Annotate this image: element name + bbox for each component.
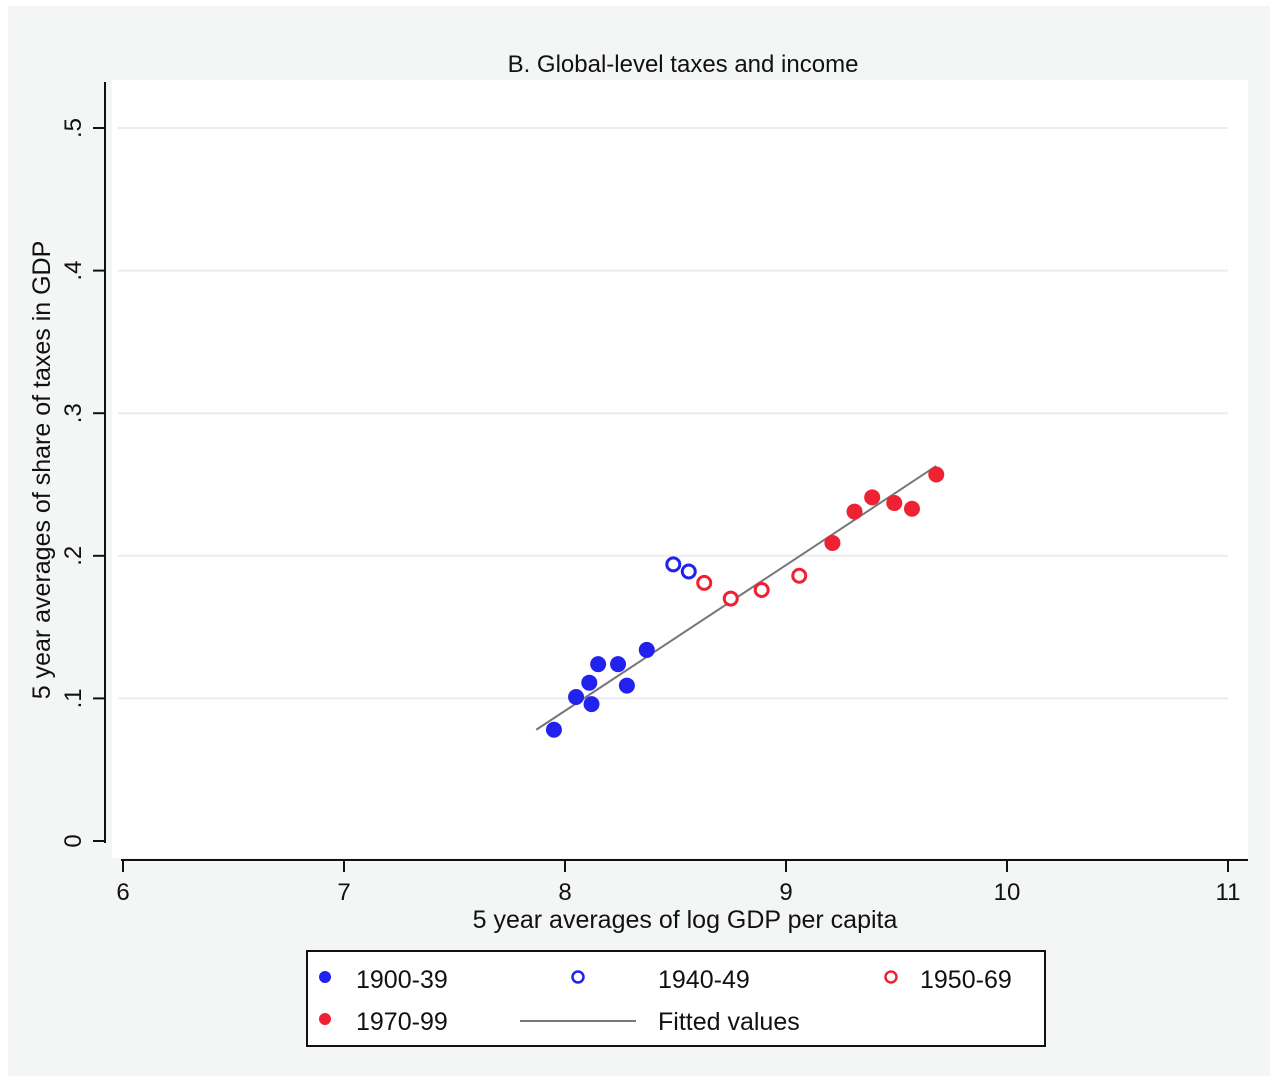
grid-layer: [118, 127, 1228, 700]
x-tick-label: 8: [558, 879, 571, 906]
points-layer: [545, 466, 945, 738]
axis-layer: 0 .1 .2 .3 .4 .5 6 7 8 9 10 11: [60, 82, 1248, 906]
legend-swatch: [319, 971, 331, 983]
legend-swatch: [571, 970, 585, 984]
y-axis-title: 5 year averages of share of taxes in GDP: [28, 241, 56, 700]
x-axis-title: 5 year averages of log GDP per capita: [473, 906, 898, 934]
legend-label: 1900-39: [356, 966, 448, 994]
legend-swatch: [319, 1013, 331, 1025]
legend-label: 1970-99: [356, 1008, 448, 1036]
chart-title: B. Global-level taxes and income: [508, 51, 859, 78]
data-point: [638, 641, 655, 658]
y-tick-label: .2: [60, 546, 87, 566]
legend-label: 1940-49: [658, 966, 750, 994]
legend: 1900-39 1940-49 1950-69 1970-99 Fitted value…: [319, 966, 1012, 1036]
x-tick-label: 7: [337, 879, 350, 906]
data-point: [581, 674, 598, 691]
x-tick-label: 6: [116, 879, 129, 906]
plot-region: [112, 80, 1248, 858]
data-point: [618, 677, 635, 694]
data-point: [545, 721, 562, 738]
data-point: [903, 500, 920, 517]
legend-swatch: [884, 970, 898, 984]
x-tick-label: 9: [779, 879, 792, 906]
data-point: [610, 656, 627, 673]
y-tick-label: .5: [60, 118, 87, 138]
data-point: [791, 567, 808, 584]
data-point: [583, 696, 600, 713]
data-point: [928, 466, 945, 483]
y-tick-label: .4: [60, 261, 87, 281]
data-point: [680, 563, 697, 580]
legend-box: [306, 950, 1046, 1047]
x-tick-label: 11: [1216, 879, 1241, 906]
x-tick-label: 10: [994, 879, 1021, 906]
legend-label: 1950-69: [920, 966, 1012, 994]
y-tick-label: .3: [60, 403, 87, 423]
data-point: [864, 489, 881, 506]
data-point: [886, 495, 903, 512]
legend-label: Fitted values: [658, 1008, 800, 1036]
data-point: [696, 574, 713, 591]
y-tick-label: .1: [60, 688, 87, 708]
data-point: [753, 582, 770, 599]
data-point: [665, 556, 682, 573]
data-point: [846, 503, 863, 520]
y-tick-label: 0: [60, 834, 87, 847]
data-point: [568, 688, 585, 705]
data-point: [722, 590, 739, 607]
data-point: [824, 534, 841, 551]
data-point: [590, 656, 607, 673]
